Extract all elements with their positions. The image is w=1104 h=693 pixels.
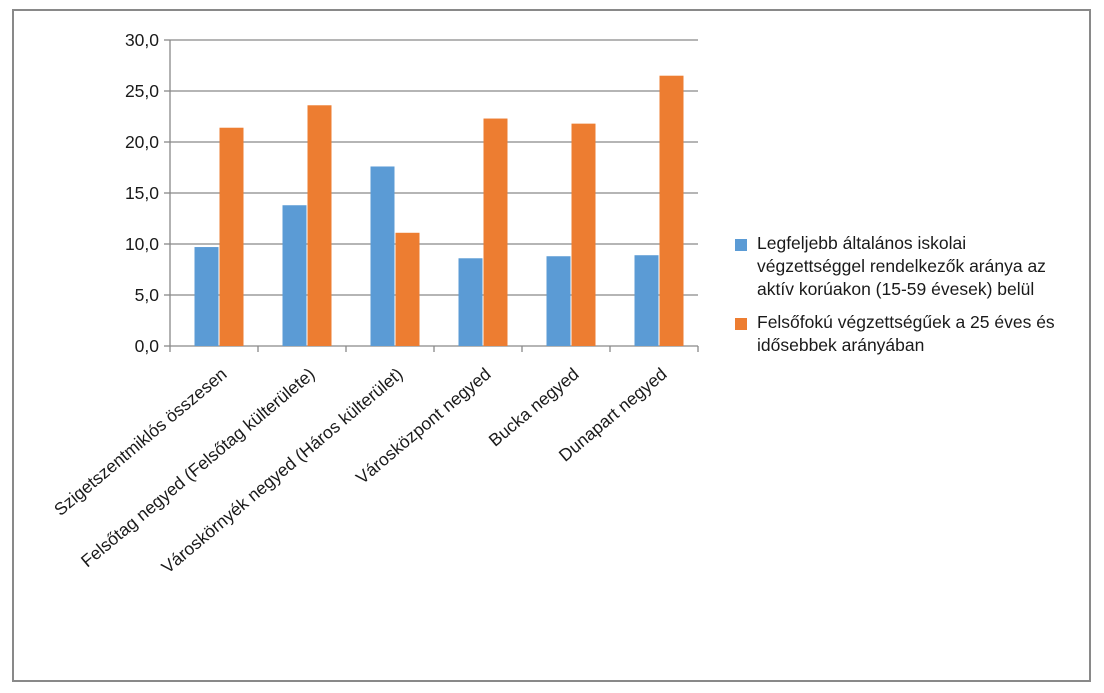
bar-series-1 — [194, 247, 219, 346]
legend-swatch-series-1 — [735, 239, 747, 251]
legend-item-series-1: Legfeljebb általános iskolai végzettségg… — [735, 232, 1075, 301]
legend-label-series-1: Legfeljebb általános iskolai végzettségg… — [757, 233, 1046, 299]
bar-series-2 — [659, 75, 684, 346]
y-tick-label: 15,0 — [125, 183, 159, 203]
bar-series-1 — [282, 205, 307, 346]
y-tick-label: 30,0 — [125, 30, 159, 50]
legend-item-series-2: Felsőfokú végzettségűek a 25 éves és idő… — [735, 311, 1075, 357]
y-tick-label: 20,0 — [125, 132, 159, 152]
bar-series-2 — [219, 127, 244, 346]
y-tick-label: 25,0 — [125, 81, 159, 101]
bar-series-2 — [571, 123, 596, 346]
bar-series-2 — [395, 232, 420, 346]
bar-series-2 — [307, 105, 332, 346]
y-tick-label: 0,0 — [135, 336, 160, 356]
legend-swatch-series-2 — [735, 318, 747, 330]
legend-label-series-2: Felsőfokú végzettségűek a 25 éves és idő… — [757, 312, 1055, 355]
y-tick-label: 5,0 — [135, 285, 160, 305]
x-category-label: Bucka negyed — [485, 364, 583, 451]
bar-series-1 — [458, 258, 483, 346]
bar-series-2 — [483, 118, 508, 346]
x-category-label: Szigetszentmiklós összesen — [50, 364, 231, 520]
bar-series-1 — [634, 255, 659, 346]
bar-series-1 — [546, 256, 571, 346]
bar-series-1 — [370, 166, 395, 346]
y-tick-label: 10,0 — [125, 234, 159, 254]
chart-legend: Legfeljebb általános iskolai végzettségg… — [735, 232, 1075, 367]
